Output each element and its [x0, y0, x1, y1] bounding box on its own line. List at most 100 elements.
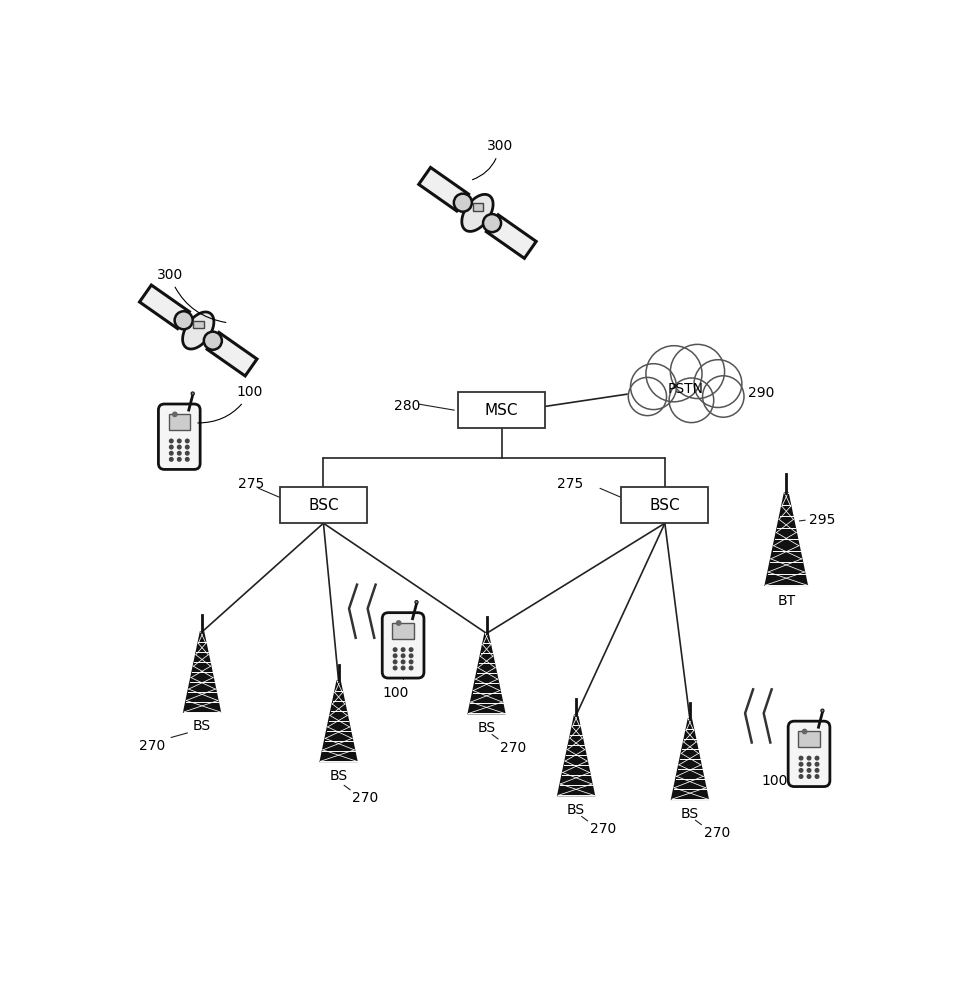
Text: BS: BS [330, 769, 347, 783]
Circle shape [393, 654, 396, 658]
Text: 100: 100 [382, 686, 408, 700]
Text: BS: BS [566, 803, 585, 817]
Polygon shape [207, 332, 257, 376]
Circle shape [401, 666, 405, 670]
Text: 280: 280 [393, 399, 420, 413]
FancyBboxPatch shape [787, 721, 829, 787]
Text: MSC: MSC [484, 403, 518, 418]
Circle shape [185, 451, 189, 455]
Circle shape [798, 756, 802, 760]
FancyBboxPatch shape [158, 404, 200, 469]
Circle shape [393, 666, 396, 670]
Circle shape [454, 194, 471, 212]
Text: 275: 275 [556, 477, 583, 491]
Circle shape [815, 756, 818, 760]
Text: 300: 300 [472, 139, 512, 180]
Circle shape [802, 729, 806, 734]
Text: 290: 290 [747, 386, 774, 400]
Polygon shape [671, 719, 707, 799]
Text: BS: BS [477, 721, 495, 735]
Circle shape [191, 392, 194, 395]
Text: 270: 270 [139, 739, 165, 753]
Circle shape [401, 648, 405, 651]
Text: 270: 270 [352, 791, 378, 805]
Circle shape [807, 762, 810, 766]
Circle shape [203, 332, 222, 350]
Circle shape [185, 439, 189, 443]
FancyBboxPatch shape [797, 731, 819, 747]
Circle shape [396, 621, 400, 625]
Circle shape [393, 648, 396, 651]
Circle shape [185, 445, 189, 449]
Polygon shape [557, 715, 594, 795]
Circle shape [169, 439, 173, 443]
Circle shape [169, 445, 173, 449]
Circle shape [177, 445, 181, 449]
Circle shape [657, 361, 713, 417]
Text: 100: 100 [198, 385, 263, 423]
Text: BS: BS [193, 719, 211, 733]
Polygon shape [765, 493, 807, 585]
Polygon shape [184, 632, 220, 712]
Circle shape [409, 660, 413, 664]
Circle shape [670, 344, 724, 399]
Circle shape [482, 214, 501, 232]
Circle shape [815, 769, 818, 772]
Circle shape [393, 660, 396, 664]
Polygon shape [139, 285, 189, 329]
Polygon shape [320, 681, 356, 761]
Circle shape [807, 756, 810, 760]
Circle shape [169, 451, 173, 455]
Circle shape [807, 775, 810, 778]
Text: PSTN: PSTN [667, 382, 703, 396]
Circle shape [702, 376, 743, 417]
FancyBboxPatch shape [458, 392, 545, 428]
Circle shape [172, 412, 177, 417]
Polygon shape [462, 194, 493, 231]
Circle shape [815, 762, 818, 766]
FancyBboxPatch shape [381, 613, 423, 678]
Circle shape [668, 378, 713, 423]
Circle shape [177, 439, 181, 443]
Circle shape [409, 648, 413, 651]
Polygon shape [183, 312, 213, 349]
FancyBboxPatch shape [472, 203, 482, 211]
Circle shape [798, 775, 802, 778]
Polygon shape [486, 215, 536, 258]
Text: 270: 270 [589, 822, 615, 836]
Circle shape [415, 601, 418, 604]
Circle shape [174, 311, 193, 329]
Circle shape [185, 458, 189, 461]
Circle shape [177, 458, 181, 461]
FancyBboxPatch shape [621, 487, 708, 523]
Text: 100: 100 [760, 774, 786, 788]
Circle shape [807, 769, 810, 772]
Polygon shape [467, 633, 505, 713]
FancyBboxPatch shape [168, 414, 190, 430]
Circle shape [401, 654, 405, 658]
Circle shape [693, 360, 741, 408]
Circle shape [409, 654, 413, 658]
FancyBboxPatch shape [280, 487, 367, 523]
Text: 270: 270 [500, 741, 526, 755]
Text: BS: BS [680, 807, 698, 821]
Circle shape [628, 377, 666, 416]
FancyBboxPatch shape [194, 321, 203, 328]
Polygon shape [419, 167, 468, 211]
Circle shape [798, 769, 802, 772]
Text: 275: 275 [238, 477, 264, 491]
Circle shape [798, 762, 802, 766]
Text: 300: 300 [156, 268, 226, 322]
Circle shape [401, 660, 405, 664]
Circle shape [409, 666, 413, 670]
Circle shape [645, 346, 701, 402]
Circle shape [177, 451, 181, 455]
Text: 270: 270 [703, 826, 729, 840]
Text: BSC: BSC [648, 497, 680, 512]
Circle shape [815, 775, 818, 778]
Circle shape [820, 709, 823, 712]
FancyBboxPatch shape [392, 623, 414, 639]
Circle shape [169, 458, 173, 461]
Text: 295: 295 [808, 513, 834, 527]
Circle shape [630, 364, 676, 410]
